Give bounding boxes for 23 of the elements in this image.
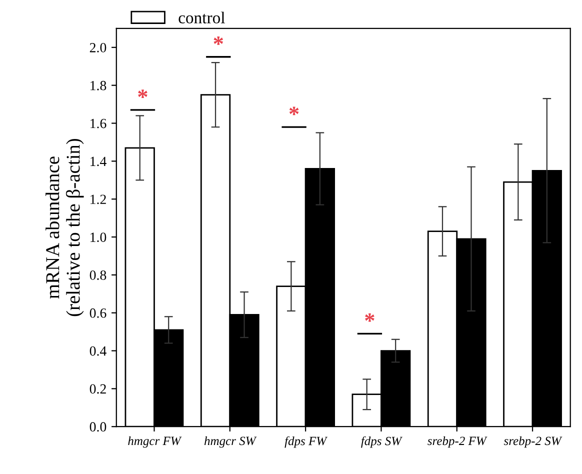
annotation: * [289, 106, 299, 116]
annotation: * [138, 90, 148, 98]
x-tick-label: srebp-2 FW [428, 436, 488, 448]
y-axis-title: mRNA abundance (relative to the β-actin) [46, 138, 84, 316]
y-tick-label: 1.0 [90, 232, 106, 242]
y-tick-label: 1.4 [90, 156, 106, 166]
y-tick-label: 0.6 [90, 308, 106, 318]
x-tick-label: hmgcr SW [204, 436, 257, 448]
annotation: * [214, 36, 224, 45]
y-tick-label: 0.0 [90, 422, 106, 432]
y-tick-label: 2.0 [90, 42, 106, 52]
x-tick-label: hmgcr FW [128, 436, 182, 448]
x-tick-label: fdps SW [361, 436, 402, 448]
y-tick-label: 0.8 [90, 270, 106, 280]
annotation: * [365, 313, 374, 322]
y-tick-label: 1.6 [90, 118, 106, 128]
y-tick-label: 1.2 [90, 194, 106, 204]
y-tick-label: 0.4 [90, 346, 106, 356]
x-tick-label: fdps FW [284, 436, 328, 448]
x-tick-label: srebp-2 SW [504, 436, 562, 448]
y-tick-label: 0.2 [90, 384, 106, 394]
legend-label: control [178, 12, 225, 24]
y-tick-label: 1.8 [90, 80, 106, 90]
